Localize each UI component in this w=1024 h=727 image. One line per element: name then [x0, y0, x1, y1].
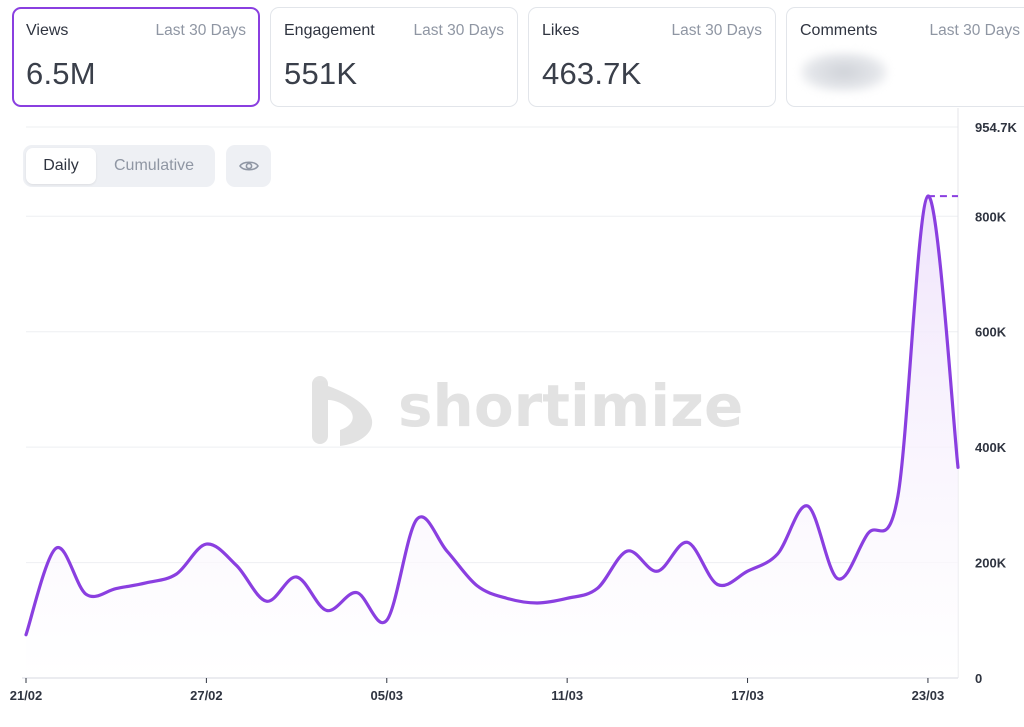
metric-card-label: Likes [542, 22, 580, 39]
y-tick-label: 400K [975, 440, 1007, 455]
watermark-text: shortimize [398, 372, 743, 440]
y-tick-label: 600K [975, 325, 1007, 340]
metric-card-comments[interactable]: Comments Last 30 Days [786, 7, 1024, 107]
series-area [26, 196, 958, 679]
metric-card-engagement[interactable]: Engagement Last 30 Days 551K [270, 7, 518, 107]
x-tick-label: 23/03 [912, 688, 945, 703]
metric-card-value: 463.7K [542, 56, 642, 91]
metric-card-likes[interactable]: Likes Last 30 Days 463.7K [528, 7, 776, 107]
x-tick-label: 17/03 [731, 688, 764, 703]
x-tick-label: 11/03 [551, 688, 583, 703]
metric-card-value-blurred [800, 52, 888, 92]
metric-card-label: Comments [800, 22, 878, 39]
y-tick-label: 954.7K [975, 120, 1018, 135]
series-line [24, 194, 960, 637]
views-chart: shortimize 954.7K 800K 600K 400K 200K 0 21/02… [10, 108, 1018, 703]
y-axis: 954.7K 800K 600K 400K 200K 0 [975, 120, 1018, 686]
metric-card-range: Last 30 Days [413, 22, 504, 39]
x-tick-label: 05/03 [371, 688, 404, 703]
metric-card-range: Last 30 Days [155, 22, 246, 39]
metric-card-value: 551K [284, 56, 358, 91]
metric-cards: Views Last 30 Days 6.5M Engagement Last … [12, 7, 1024, 107]
daily-toggle-button[interactable]: Daily [26, 148, 96, 184]
metric-card-range: Last 30 Days [929, 22, 1020, 39]
chart-mode-toggle: Daily Cumulative [23, 145, 215, 187]
watermark-logo-icon [312, 376, 373, 446]
watermark: shortimize [312, 372, 743, 446]
visibility-button[interactable] [226, 145, 271, 187]
x-axis: 21/02 27/02 05/03 11/03 17/03 23/03 [10, 678, 944, 703]
metric-card-value: 6.5M [26, 56, 96, 91]
metric-card-views[interactable]: Views Last 30 Days 6.5M [12, 7, 260, 107]
y-tick-label: 800K [975, 209, 1007, 224]
y-tick-label: 0 [975, 671, 982, 686]
metric-card-range: Last 30 Days [671, 22, 762, 39]
cumulative-toggle-button[interactable]: Cumulative [113, 157, 195, 174]
x-tick-label: 27/02 [190, 688, 223, 703]
y-tick-label: 200K [975, 556, 1007, 571]
chart-grid [26, 108, 959, 678]
metric-card-label: Engagement [284, 22, 375, 39]
x-tick-label: 21/02 [10, 688, 43, 703]
metric-card-label: Views [26, 22, 69, 39]
eye-icon [238, 161, 259, 171]
